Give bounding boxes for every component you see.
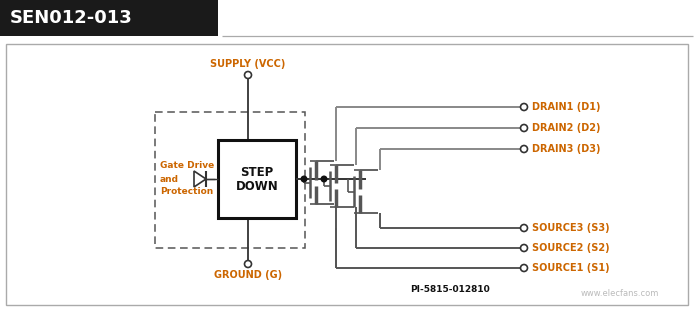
Text: SOURCE2 (S2): SOURCE2 (S2) — [532, 243, 610, 253]
Circle shape — [245, 71, 252, 79]
Circle shape — [521, 104, 528, 110]
Circle shape — [521, 146, 528, 152]
Text: SOURCE1 (S1): SOURCE1 (S1) — [532, 263, 610, 273]
Text: DRAIN1 (D1): DRAIN1 (D1) — [532, 102, 600, 112]
Text: DRAIN3 (D3): DRAIN3 (D3) — [532, 144, 600, 154]
Text: GROUND (G): GROUND (G) — [214, 270, 282, 280]
Text: STEP: STEP — [240, 167, 274, 179]
Circle shape — [301, 176, 306, 182]
Circle shape — [521, 244, 528, 252]
Text: SEN012-013: SEN012-013 — [10, 9, 133, 27]
Text: Gate Drive: Gate Drive — [160, 161, 214, 170]
FancyBboxPatch shape — [218, 140, 296, 218]
FancyBboxPatch shape — [0, 0, 218, 36]
Text: DRAIN2 (D2): DRAIN2 (D2) — [532, 123, 600, 133]
Text: DOWN: DOWN — [236, 179, 279, 192]
Circle shape — [521, 224, 528, 232]
Text: PI-5815-012810: PI-5815-012810 — [410, 285, 490, 295]
Polygon shape — [194, 171, 206, 187]
Circle shape — [521, 125, 528, 131]
Text: SOURCE3 (S3): SOURCE3 (S3) — [532, 223, 610, 233]
FancyBboxPatch shape — [6, 44, 688, 305]
Text: SUPPLY (VCC): SUPPLY (VCC) — [211, 59, 286, 69]
Circle shape — [521, 264, 528, 271]
Circle shape — [321, 176, 327, 182]
Text: Protection: Protection — [160, 187, 213, 197]
Text: and: and — [160, 175, 179, 183]
Circle shape — [245, 260, 252, 268]
Text: www.elecfans.com: www.elecfans.com — [581, 289, 659, 297]
